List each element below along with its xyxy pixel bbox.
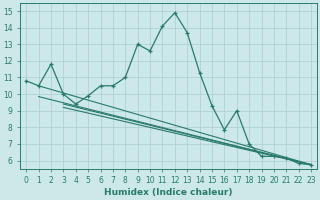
X-axis label: Humidex (Indice chaleur): Humidex (Indice chaleur) [104, 188, 233, 197]
